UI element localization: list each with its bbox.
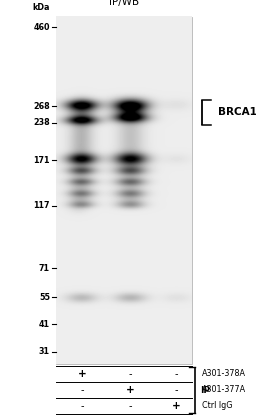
- Text: +: +: [172, 401, 181, 411]
- Text: -: -: [80, 385, 84, 395]
- Text: 268: 268: [33, 102, 50, 111]
- Text: -: -: [129, 401, 132, 411]
- Text: A301-378A: A301-378A: [202, 369, 246, 379]
- Text: 460: 460: [34, 22, 50, 32]
- Text: BRCA1: BRCA1: [218, 107, 256, 117]
- Text: 71: 71: [39, 264, 50, 273]
- Text: kDa: kDa: [33, 3, 50, 12]
- Text: -: -: [80, 401, 84, 411]
- Text: 171: 171: [34, 156, 50, 165]
- Text: -: -: [129, 369, 132, 379]
- Text: Ctrl IgG: Ctrl IgG: [202, 401, 233, 410]
- Text: A301-377A: A301-377A: [202, 385, 246, 394]
- Text: -: -: [175, 385, 178, 395]
- Text: IP: IP: [200, 386, 210, 394]
- Text: 41: 41: [39, 320, 50, 329]
- Text: -: -: [175, 369, 178, 379]
- Text: IP/WB: IP/WB: [109, 0, 139, 7]
- Text: +: +: [126, 385, 135, 395]
- Text: 55: 55: [39, 293, 50, 302]
- Text: 31: 31: [39, 347, 50, 356]
- Text: 117: 117: [34, 201, 50, 210]
- Text: 238: 238: [33, 118, 50, 127]
- Bar: [56, 17, 192, 364]
- Text: +: +: [78, 369, 86, 379]
